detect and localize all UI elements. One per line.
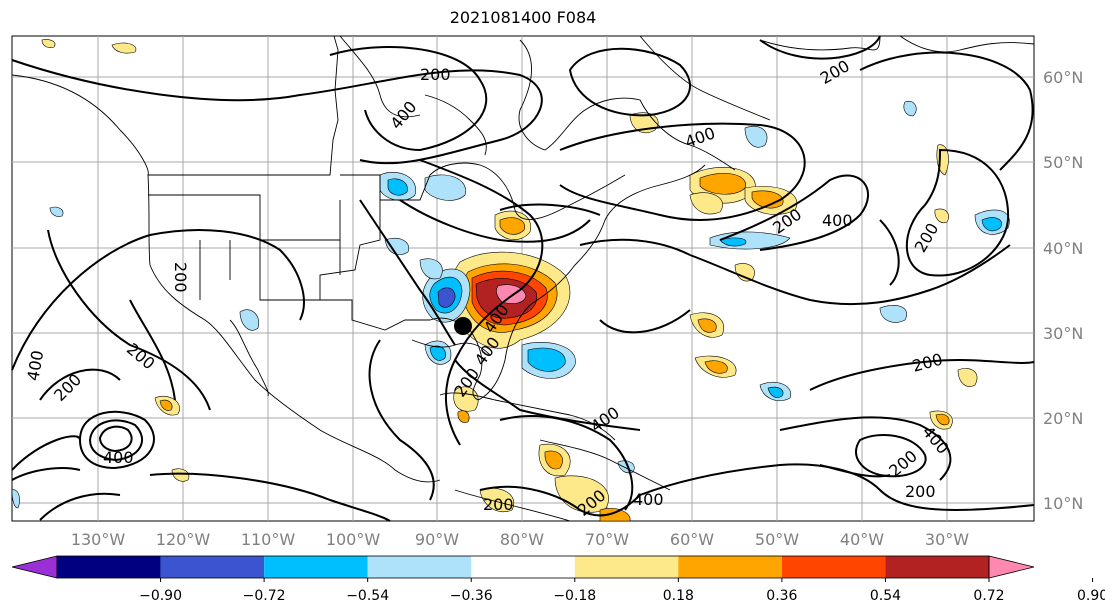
shade-orange-nf [699,172,746,195]
colorbar-outline [56,555,990,579]
latitude-label: 50°N [1043,153,1083,172]
colorbar-segment [160,556,265,578]
shade-yellow-nf2 [689,192,723,215]
colorbar [11,555,1035,579]
shade-yellow-pac2 [111,42,137,54]
colorbar-segment [885,556,989,578]
shade-skyblue-fl [527,347,566,372]
latitude-label: 60°N [1043,68,1083,87]
contour-label: 200 [171,262,190,293]
longitude-label: 70°W [585,530,629,549]
colorbar-segment [264,556,368,578]
colorbar-tick-labels: −0.90 −0.72 −0.54 −0.36 −0.18 0.18 0.36 0.54 0.7… [139,578,1105,604]
colorbar-tick-label: 0.18 [663,588,694,604]
shade-skyblue-plains [387,178,408,196]
shade-lightblue-nb [424,174,466,201]
colorbar-segment [367,556,472,578]
colorbar-tick-label: 0.72 [973,588,1004,604]
longitude-label: 100°W [326,530,381,549]
longitude-label: 130°W [71,530,126,549]
colorbar-extend-max [988,555,1035,579]
longitude-label: 60°W [670,530,714,549]
colorbar-tick-label: −0.72 [243,588,286,604]
shade-yellow-east [957,368,978,387]
colorbar-segment [57,556,161,578]
shade-lightblue-gl [903,100,917,117]
shade-orange-atl [751,190,784,209]
shade-skyblue-atl [719,237,747,247]
latitude-label: 10°N [1043,494,1083,513]
shade-orange-e3 [935,413,950,426]
longitude-label: 110°W [241,530,296,549]
shade-yellow-e2 [934,208,949,223]
shade-blue-w [437,287,456,308]
contour-label: 400 [822,211,853,230]
colorbar-tick-label: 0.54 [870,588,901,604]
shade-yellow-pac3 [41,39,56,48]
contour-label: 200 [420,65,451,84]
colorbar-tick-label: −0.18 [553,588,596,604]
longitude-label: 40°W [840,530,884,549]
colorbar-extend-min [11,555,58,579]
storm-center-marker [454,317,472,335]
latitude-label: 30°N [1043,324,1083,343]
shade-lightblue-pac [49,206,64,217]
longitude-label: 80°W [500,530,544,549]
colorbar-tick-label: 0.90 [1077,588,1105,604]
contour-label: 400 [103,448,134,467]
shade-yellow-carib3 [479,488,515,512]
colorbar-tick-label: 0.36 [766,588,797,604]
colorbar-segment [574,556,679,578]
shade-lightblue-sw [11,489,20,509]
colorbar-tick-label: −0.54 [346,588,389,604]
shade-skyblue-mid [767,386,784,398]
shade-orange-pac [159,399,173,411]
contour-label: 200 [483,495,514,514]
shade-skyblue-gulf [429,345,446,361]
contour-label: 200 [905,482,936,501]
colorbar-tick-label: −0.90 [139,588,182,604]
shade-pink-se [496,284,527,304]
longitude-label: 120°W [156,530,211,549]
longitude-label: 50°W [755,530,799,549]
longitude-labels: 130°W 120°W 110°W 100°W 90°W 80°W 70°W 60°W 50°W… [71,530,969,549]
colorbar-segment [781,556,886,578]
colorbar-segment [471,556,575,578]
shade-orange-lakes [499,217,525,235]
longitude-label: 90°W [415,530,459,549]
shade-lightblue-ak [239,309,260,331]
filled-contours [11,39,1010,522]
shade-skyblue-ea [981,217,1002,232]
shade-lightblue-mid2 [879,305,907,323]
shade-lightblue-ar [419,258,443,280]
shade-lightblue-mo [384,238,410,255]
longitude-label: 30°W [925,530,969,549]
colorbar-segment [678,556,782,578]
shade-orange-mid1 [697,318,717,333]
map-title: 2021081400 F084 [449,8,597,27]
contour-lines [11,35,1035,522]
shade-orange-mid2 [704,360,728,374]
contour-label: 400 [633,490,664,509]
shade-orange-carib2 [599,508,631,522]
latitude-labels: 60°N 50°N 40°N 30°N 20°N 10°N [1043,68,1083,513]
latitude-label: 40°N [1043,239,1083,258]
shade-lightblue-labrador [744,125,768,148]
shade-yellow-baja [171,468,190,482]
shade-orange-cuba [457,410,470,423]
shade-orange-carib [544,450,563,470]
latitude-label: 20°N [1043,409,1083,428]
colorbar-tick-label: −0.36 [450,588,493,604]
